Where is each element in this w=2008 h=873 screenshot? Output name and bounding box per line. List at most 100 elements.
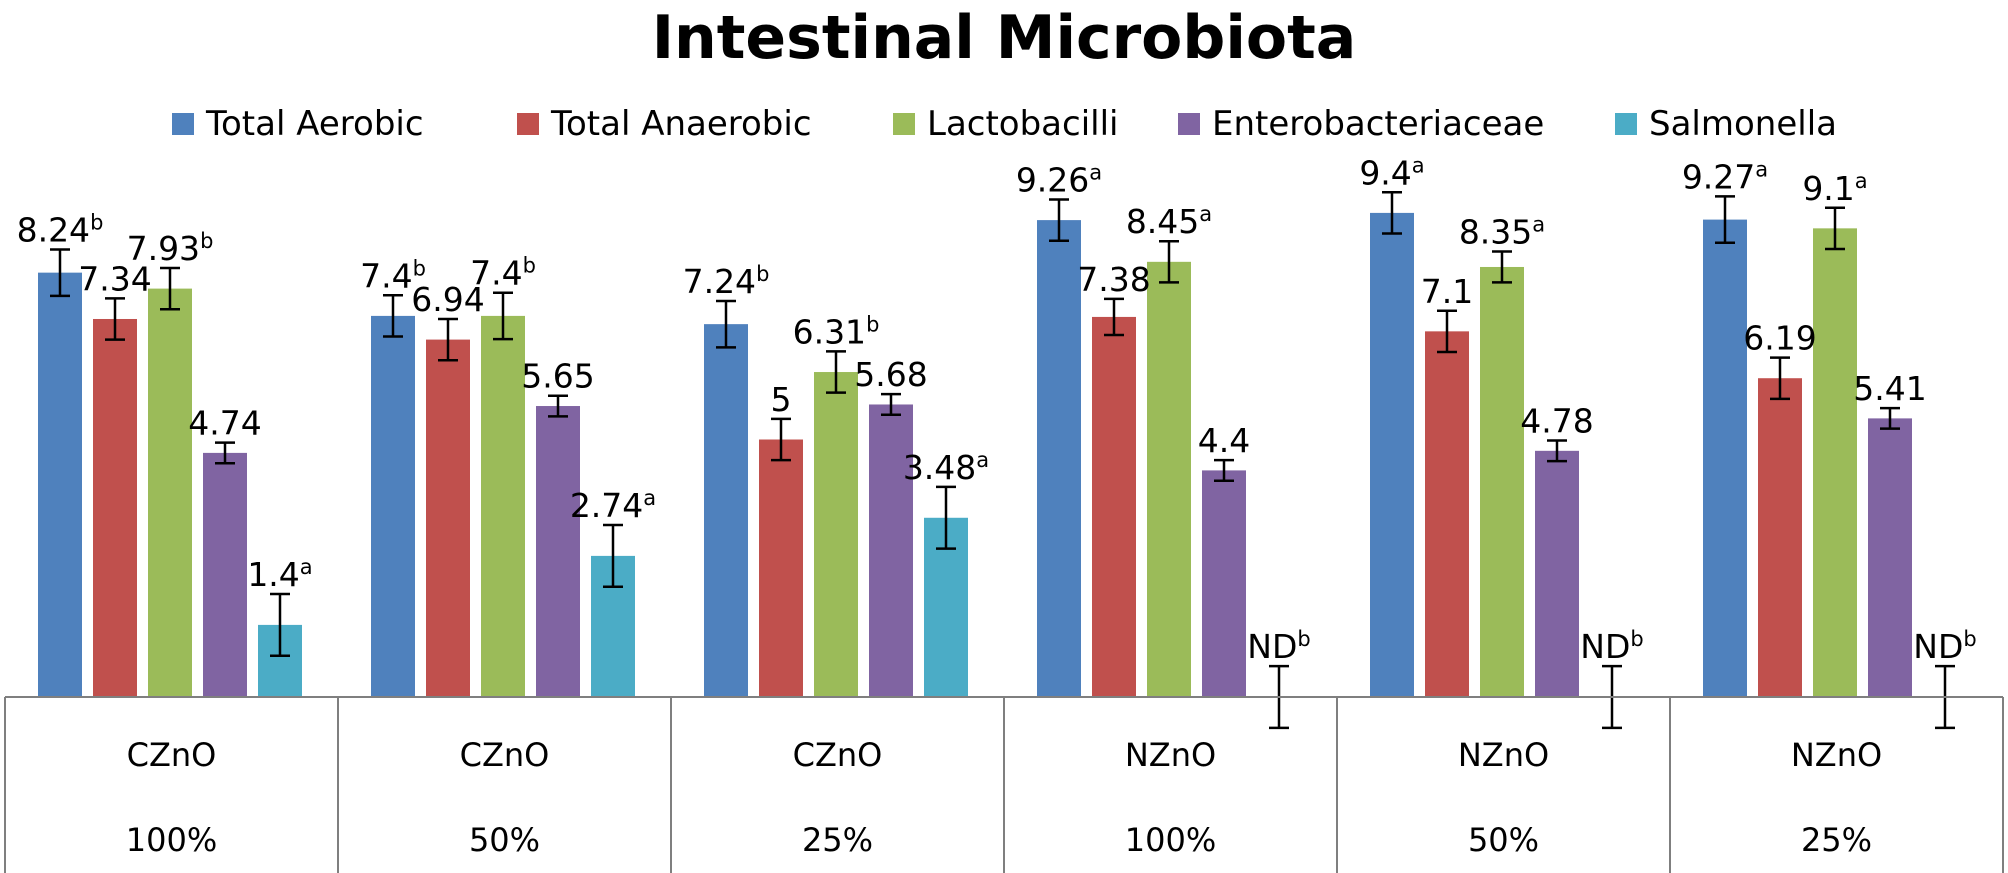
legend-swatch-total-aerobic	[172, 113, 194, 135]
category-label-3: CZnO 25%	[793, 736, 883, 859]
category-label-6: NZnO 25%	[1791, 736, 1882, 859]
error-bar-total-anaerobic-6	[1770, 356, 1790, 401]
error-bar-salmonella-1	[270, 592, 290, 658]
category-line1-3: CZnO	[793, 736, 883, 774]
category-label-4: NZnO 100%	[1125, 736, 1216, 859]
legend-swatch-total-anaerobic	[517, 113, 539, 135]
legend: Total Aerobic Total Anaerobic Lactobacilli…	[172, 104, 1837, 144]
error-bars-layer	[50, 191, 1955, 730]
data-label-salmonella-1: 1.4a	[247, 555, 312, 594]
category-line1-4: NZnO	[1125, 736, 1216, 774]
data-label-salmonella-4: NDb	[1247, 627, 1310, 666]
error-bar-lactobacilli-6	[1825, 206, 1845, 251]
data-label-salmonella-3: 3.48a	[903, 448, 989, 487]
legend-swatch-salmonella	[1615, 113, 1637, 135]
data-label-total-anaerobic-2: 6.94	[411, 280, 484, 319]
error-bar-lactobacilli-1	[160, 266, 180, 311]
legend-label-lactobacilli: Lactobacilli	[927, 104, 1119, 144]
bar-total-aerobic-4	[1037, 220, 1081, 698]
error-bar-lactobacilli-3	[826, 350, 846, 394]
legend-item-total-anaerobic: Total Anaerobic	[517, 104, 812, 144]
bar-lactobacilli-2	[481, 315, 525, 697]
data-label-total-anaerobic-3: 5	[771, 380, 792, 419]
error-bar-total-anaerobic-4	[1104, 297, 1124, 337]
data-label-total-anaerobic-5: 7.1	[1421, 272, 1473, 311]
error-bar-enterobacteriaceae-6	[1880, 406, 1900, 430]
error-bar-enterobacteriaceae-2	[548, 394, 568, 418]
category-line2-6: 25%	[1801, 821, 1872, 859]
category-line1-2: CZnO	[460, 736, 550, 774]
error-bar-lactobacilli-5	[1492, 250, 1512, 284]
category-line2-1: 100%	[126, 821, 217, 859]
data-label-total-anaerobic-6: 6.19	[1743, 319, 1816, 358]
bar-enterobacteriaceae-1	[203, 452, 247, 697]
error-bar-total-aerobic-6	[1715, 195, 1735, 245]
data-label-lactobacilli-1: 7.93b	[127, 229, 214, 268]
data-label-enterobacteriaceae-4: 4.4	[1198, 421, 1250, 460]
data-label-lactobacilli-2: 7.4b	[470, 254, 536, 293]
bar-lactobacilli-5	[1480, 266, 1524, 697]
data-label-enterobacteriaceae-1: 4.74	[188, 404, 261, 443]
category-line2-3: 25%	[802, 821, 873, 859]
data-label-lactobacilli-5: 8.35a	[1459, 213, 1545, 252]
bar-enterobacteriaceae-4	[1202, 470, 1246, 697]
data-label-total-anaerobic-4: 7.38	[1077, 260, 1150, 299]
data-labels-layer: 8.24b 7.347.93b 4.74 1.4a 7.4b6.947.4b 5.65 2.…	[17, 153, 1977, 666]
bar-enterobacteriaceae-3	[869, 404, 913, 697]
error-bar-total-aerobic-4	[1049, 198, 1069, 242]
error-bar-lactobacilli-2	[493, 291, 513, 341]
data-label-total-aerobic-6: 9.27a	[1682, 157, 1768, 196]
error-bar-enterobacteriaceae-5	[1547, 439, 1567, 463]
bar-total-anaerobic-4	[1092, 316, 1136, 697]
error-bar-total-anaerobic-3	[771, 417, 791, 462]
bar-lactobacilli-6	[1813, 228, 1857, 697]
error-bar-total-aerobic-5	[1382, 191, 1402, 235]
data-label-enterobacteriaceae-6: 5.41	[1853, 369, 1926, 408]
bar-enterobacteriaceae-6	[1868, 418, 1912, 697]
data-label-total-aerobic-5: 9.4a	[1359, 153, 1424, 192]
bar-enterobacteriaceae-2	[536, 406, 580, 697]
data-label-total-aerobic-2: 7.4b	[360, 256, 426, 295]
data-label-salmonella-5: NDb	[1580, 627, 1643, 666]
bar-total-aerobic-6	[1703, 219, 1747, 697]
error-bar-enterobacteriaceae-4	[1214, 458, 1234, 482]
bar-total-anaerobic-6	[1758, 378, 1802, 697]
legend-swatch-enterobacteriaceae	[1178, 113, 1200, 135]
category-label-1: CZnO 100%	[126, 736, 217, 859]
error-bar-total-anaerobic-1	[105, 297, 125, 341]
legend-label-total-anaerobic: Total Anaerobic	[550, 104, 812, 144]
data-label-total-aerobic-1: 8.24b	[17, 210, 104, 249]
bar-lactobacilli-4	[1147, 261, 1191, 697]
category-label-2: CZnO 50%	[460, 736, 550, 859]
bars-layer	[38, 212, 1912, 698]
chart-title: Intestinal Microbiota	[652, 3, 1357, 73]
category-line2-5: 50%	[1468, 821, 1539, 859]
bar-total-aerobic-5	[1370, 212, 1414, 697]
bar-lactobacilli-3	[814, 372, 858, 697]
bar-total-anaerobic-1	[93, 318, 137, 697]
legend-swatch-lactobacilli	[893, 113, 915, 135]
legend-item-total-aerobic: Total Aerobic	[172, 104, 424, 144]
error-bar-lactobacilli-4	[1159, 239, 1179, 284]
legend-label-total-aerobic: Total Aerobic	[205, 104, 424, 144]
error-bar-total-anaerobic-5	[1437, 309, 1457, 354]
legend-item-enterobacteriaceae: Enterobacteriaceae	[1178, 104, 1544, 144]
data-label-salmonella-6: NDb	[1913, 627, 1976, 666]
bar-total-aerobic-3	[704, 324, 748, 697]
bar-total-aerobic-2	[371, 315, 415, 697]
data-label-lactobacilli-4: 8.45a	[1126, 202, 1212, 241]
error-bar-enterobacteriaceae-1	[215, 441, 235, 465]
legend-item-lactobacilli: Lactobacilli	[893, 104, 1119, 144]
data-label-lactobacilli-6: 9.1a	[1802, 169, 1867, 208]
category-line1-5: NZnO	[1458, 736, 1549, 774]
data-label-total-aerobic-4: 9.26a	[1016, 161, 1102, 200]
error-bar-salmonella-3	[936, 485, 956, 550]
bar-enterobacteriaceae-5	[1535, 450, 1579, 697]
bar-total-anaerobic-5	[1425, 331, 1469, 697]
data-label-enterobacteriaceae-2: 5.65	[521, 357, 594, 396]
bar-total-anaerobic-3	[759, 439, 803, 697]
error-bar-total-aerobic-1	[50, 248, 70, 298]
error-bar-total-anaerobic-2	[438, 317, 458, 362]
error-bar-total-aerobic-2	[383, 294, 403, 338]
